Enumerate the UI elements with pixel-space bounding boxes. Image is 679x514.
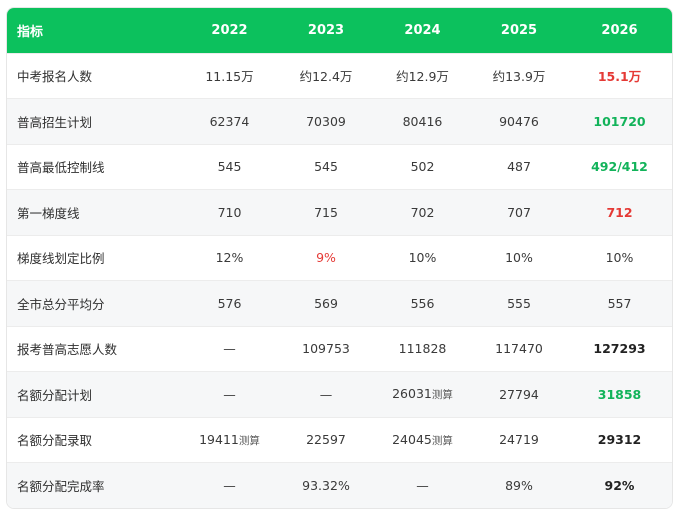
table-cell-highlight: 492/412 bbox=[567, 143, 672, 190]
table-row: 普高招生计划 62374 70309 80416 90476 101720 bbox=[7, 98, 672, 144]
table-cell-highlight: 101720 bbox=[567, 98, 672, 144]
table-cell: 555 bbox=[471, 280, 567, 326]
row-label: 名额分配计划 bbox=[7, 371, 181, 417]
table-row: 名额分配录取 19411测算 22597 24045测算 24719 29312 bbox=[7, 416, 672, 463]
table-cell: 111828 bbox=[374, 325, 471, 372]
table-cell: 62374 bbox=[181, 98, 278, 144]
estimate-note: 测算 bbox=[431, 389, 453, 402]
row-label: 名额分配录取 bbox=[7, 416, 181, 463]
table-cell: 556 bbox=[374, 280, 471, 326]
table-row: 普高最低控制线 545 545 502 487 492/412 bbox=[7, 143, 672, 190]
table-row: 名额分配完成率 — 93.32% — 89% 92% bbox=[7, 462, 672, 508]
table-cell: 约12.4万 bbox=[278, 52, 374, 99]
cell-value: 26031 bbox=[392, 386, 432, 402]
table-cell: 569 bbox=[278, 280, 374, 326]
table-cell-highlight: 712 bbox=[567, 189, 672, 235]
row-label: 普高最低控制线 bbox=[7, 143, 181, 190]
table-cell: — bbox=[278, 371, 374, 417]
table-cell: 702 bbox=[374, 189, 471, 235]
estimate-note: 测算 bbox=[238, 434, 260, 447]
header-year-2025: 2025 bbox=[500, 22, 538, 38]
table-cell: 502 bbox=[374, 143, 471, 190]
table-cell: 93.32% bbox=[278, 462, 374, 508]
table-cell: 约13.9万 bbox=[471, 52, 567, 99]
table-cell-highlight: 127293 bbox=[567, 325, 672, 372]
table-cell: 24719 bbox=[471, 416, 567, 463]
table-row: 报考普高志愿人数 — 109753 111828 117470 127293 bbox=[7, 325, 672, 372]
table-cell: 487 bbox=[471, 143, 567, 190]
table-row: 第一梯度线 710 715 702 707 712 bbox=[7, 189, 672, 235]
estimate-note: 测算 bbox=[431, 434, 453, 447]
header-year-2022: 2022 bbox=[211, 22, 248, 38]
table-cell: 576 bbox=[181, 280, 278, 326]
table-cell: 80416 bbox=[374, 98, 471, 144]
row-label: 全市总分平均分 bbox=[7, 280, 181, 326]
cell-value: 24045 bbox=[392, 431, 432, 447]
header-year-2026: 2026 bbox=[601, 22, 638, 38]
header-indicator: 指标 bbox=[17, 24, 44, 40]
row-label: 报考普高志愿人数 bbox=[7, 325, 181, 372]
table-cell: 109753 bbox=[278, 325, 374, 372]
data-table-container: 指标 2022 2023 2024 2025 2026 中考报名人数 11.15… bbox=[6, 7, 673, 509]
table-cell: 约12.9万 bbox=[374, 52, 471, 99]
table-cell: 12% bbox=[181, 234, 278, 281]
table-cell: 10% bbox=[471, 234, 567, 281]
table-cell: 26031测算 bbox=[374, 371, 471, 417]
row-label: 普高招生计划 bbox=[7, 98, 181, 144]
table-cell: 715 bbox=[278, 189, 374, 235]
table-cell: 19411测算 bbox=[181, 416, 278, 463]
table-cell: 10% bbox=[374, 234, 471, 281]
table-cell: — bbox=[181, 325, 278, 372]
table-cell: 117470 bbox=[471, 325, 567, 372]
row-label: 第一梯度线 bbox=[7, 189, 181, 235]
row-label: 中考报名人数 bbox=[7, 52, 181, 99]
table-cell: — bbox=[181, 371, 278, 417]
row-label: 梯度线划定比例 bbox=[7, 234, 181, 281]
table-cell: 707 bbox=[471, 189, 567, 235]
table-cell-highlight: 31858 bbox=[567, 371, 672, 417]
table-cell: 22597 bbox=[278, 416, 374, 463]
table-cell: 90476 bbox=[471, 98, 567, 144]
cell-value: 19411 bbox=[199, 431, 239, 447]
table-row: 名额分配计划 — — 26031测算 27794 31858 bbox=[7, 371, 672, 417]
header-year-2024: 2024 bbox=[404, 22, 441, 38]
table-cell: 10% bbox=[567, 234, 672, 281]
table-cell: 24045测算 bbox=[374, 416, 471, 463]
header-year-2023: 2023 bbox=[307, 22, 345, 38]
table-cell-highlight: 9% bbox=[278, 234, 374, 281]
table-cell-highlight: 15.1万 bbox=[567, 52, 672, 99]
table-row: 全市总分平均分 576 569 556 555 557 bbox=[7, 280, 672, 326]
table-cell: 89% bbox=[471, 462, 567, 508]
table-cell-highlight: 92% bbox=[567, 462, 672, 508]
table-row: 梯度线划定比例 12% 9% 10% 10% 10% bbox=[7, 234, 672, 281]
comparison-table: 指标 2022 2023 2024 2025 2026 中考报名人数 11.15… bbox=[7, 8, 672, 508]
table-header-row: 指标 2022 2023 2024 2025 2026 bbox=[7, 8, 672, 53]
table-cell-highlight: 29312 bbox=[567, 416, 672, 463]
table-cell: — bbox=[374, 462, 471, 508]
table-cell: 70309 bbox=[278, 98, 374, 144]
table-cell: 557 bbox=[567, 280, 672, 326]
table-cell: 27794 bbox=[471, 371, 567, 417]
table-cell: 11.15万 bbox=[181, 52, 278, 99]
row-label: 名额分配完成率 bbox=[7, 462, 181, 508]
table-cell: 710 bbox=[181, 189, 278, 235]
table-cell: 545 bbox=[181, 143, 278, 190]
table-cell: 545 bbox=[278, 143, 374, 190]
table-cell: — bbox=[181, 462, 278, 508]
table-row: 中考报名人数 11.15万 约12.4万 约12.9万 约13.9万 15.1万 bbox=[7, 52, 672, 99]
